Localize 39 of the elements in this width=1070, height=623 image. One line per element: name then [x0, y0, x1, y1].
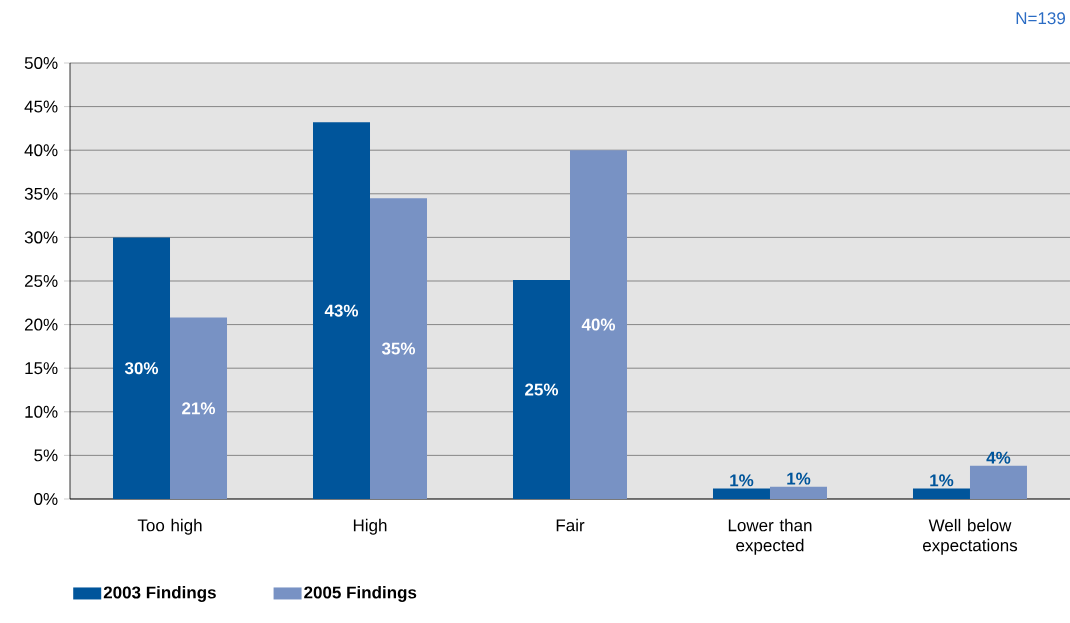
y-tick-label: 25%	[24, 274, 58, 288]
legend-label: 2005 Findings	[304, 586, 417, 602]
data-label: 30%	[124, 362, 159, 375]
y-tick-label: 10%	[25, 405, 58, 418]
data-label: 1%	[730, 474, 754, 487]
bar	[712, 488, 770, 499]
y-tick-label: 15%	[25, 362, 58, 375]
data-label: 35%	[381, 342, 416, 355]
bar	[370, 198, 427, 499]
x-tick-label: Too high	[137, 518, 202, 535]
legend-label: 2003 Findings	[103, 586, 216, 602]
data-label: 1%	[787, 472, 811, 485]
bar	[113, 237, 171, 499]
y-tick-label: 45%	[24, 100, 58, 113]
data-label: 21%	[182, 402, 216, 415]
y-tick-label: 0%	[34, 492, 58, 506]
bar	[912, 488, 970, 499]
y-tick-label: 40%	[24, 144, 58, 157]
data-label: 40%	[581, 318, 616, 331]
data-label: 4%	[986, 451, 1011, 464]
x-tick-label: Lower than expected	[728, 518, 812, 555]
bar	[313, 122, 370, 499]
y-tick-label: 20%	[24, 318, 58, 331]
bar	[513, 280, 570, 499]
bar	[170, 317, 228, 499]
y-tick-label: 35%	[24, 187, 58, 200]
bar	[570, 150, 627, 499]
bar	[969, 465, 1027, 499]
y-tick-label: 50%	[24, 56, 58, 70]
x-tick-label: High	[353, 518, 387, 535]
data-label: 1%	[930, 474, 954, 487]
x-tick-label: Fair	[556, 518, 585, 532]
data-label: 43%	[324, 304, 359, 317]
y-tick-label: 5%	[34, 449, 58, 462]
data-label: 25%	[525, 383, 559, 396]
y-tick-label: 30%	[24, 231, 58, 244]
text: N=139	[1016, 12, 1065, 25]
bar	[769, 486, 827, 499]
x-tick-label: Well below expectations	[922, 518, 1018, 555]
